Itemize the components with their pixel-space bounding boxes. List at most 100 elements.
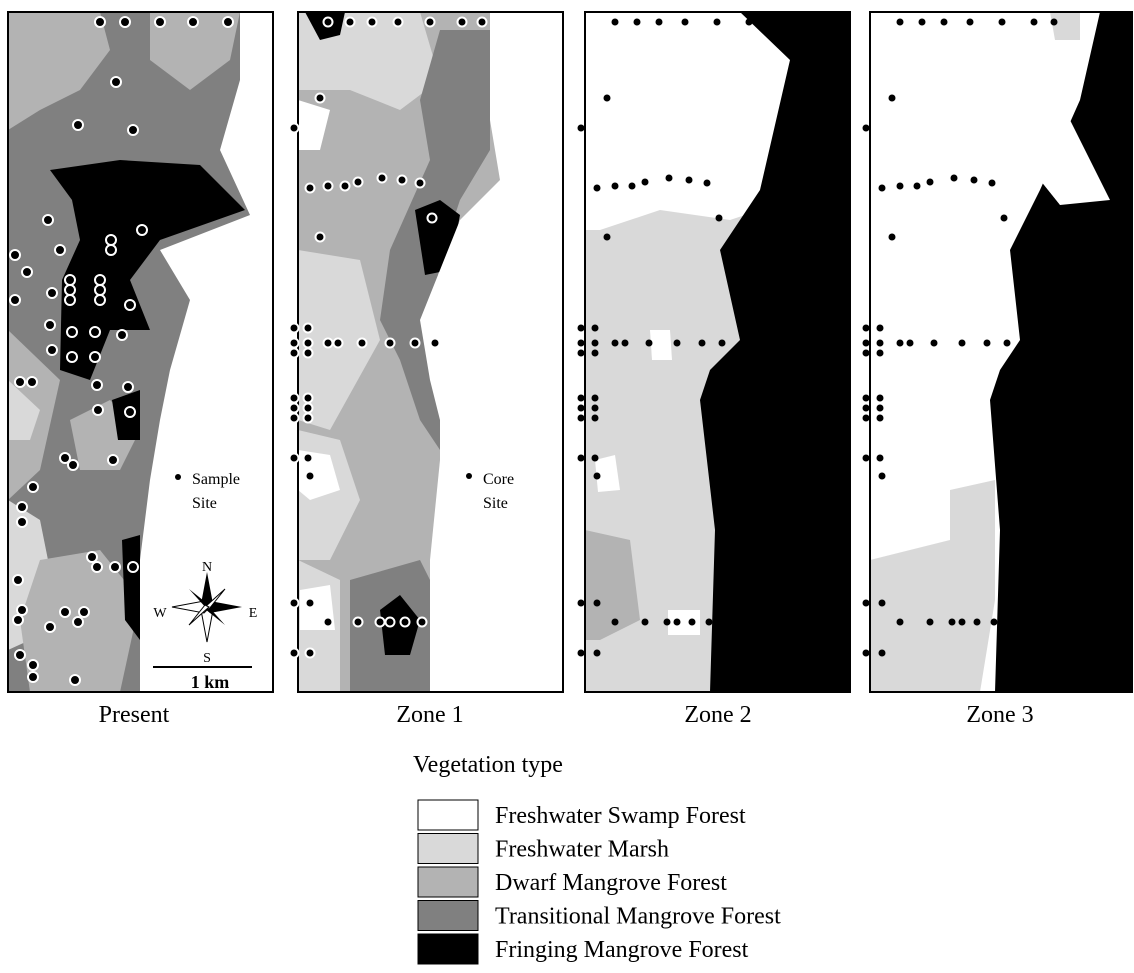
sample-dot bbox=[594, 600, 601, 607]
sample-dot bbox=[879, 473, 886, 480]
sample-dot bbox=[306, 649, 315, 658]
legend-label: Freshwater Swamp Forest bbox=[495, 803, 746, 829]
sample-dot bbox=[991, 619, 998, 626]
sample-dot bbox=[306, 599, 315, 608]
sample-dot bbox=[358, 339, 367, 348]
sample-dot bbox=[324, 18, 333, 27]
sample-dot bbox=[578, 395, 585, 402]
sample-dot bbox=[594, 650, 601, 657]
sample-dot bbox=[95, 295, 105, 305]
sample-dot bbox=[324, 182, 333, 191]
sample-dot bbox=[578, 340, 585, 347]
sample-dot bbox=[931, 340, 938, 347]
legend-swatch bbox=[418, 800, 478, 830]
sample-dot bbox=[290, 394, 299, 403]
sample-dot bbox=[592, 340, 599, 347]
sample-dot bbox=[592, 395, 599, 402]
compass-s: S bbox=[203, 651, 211, 666]
sample-dot bbox=[111, 77, 121, 87]
sample-dot bbox=[578, 325, 585, 332]
sample-dot bbox=[316, 94, 325, 103]
sample-dot bbox=[592, 325, 599, 332]
sample-dot bbox=[664, 619, 671, 626]
sample-dot bbox=[304, 394, 313, 403]
sample-dot bbox=[674, 340, 681, 347]
sample-dot bbox=[418, 618, 427, 627]
sample-dot bbox=[594, 473, 601, 480]
sample-dot bbox=[889, 95, 896, 102]
sample-dot bbox=[612, 183, 619, 190]
sample-dot bbox=[117, 330, 127, 340]
sample-dot bbox=[1001, 215, 1008, 222]
sample-dot bbox=[354, 618, 363, 627]
panel-label: Zone 3 bbox=[966, 702, 1033, 728]
sample-dot bbox=[974, 619, 981, 626]
sample-dot bbox=[634, 19, 641, 26]
sample-dot bbox=[13, 615, 23, 625]
sample-dot bbox=[15, 650, 25, 660]
sample-dot bbox=[879, 185, 886, 192]
sample-dot bbox=[73, 617, 83, 627]
sample-dot bbox=[304, 404, 313, 413]
sample-dot bbox=[304, 339, 313, 348]
sample-dot bbox=[22, 267, 32, 277]
sample-dot bbox=[386, 339, 395, 348]
sample-dot bbox=[334, 339, 343, 348]
panel-label: Present bbox=[99, 702, 170, 728]
sample-dot bbox=[578, 405, 585, 412]
sample-dot bbox=[10, 250, 20, 260]
sample-dot bbox=[612, 340, 619, 347]
sample-dot bbox=[92, 562, 102, 572]
sample-dot bbox=[951, 175, 958, 182]
sample-dot bbox=[984, 340, 991, 347]
sample-dot bbox=[1004, 340, 1011, 347]
sample-dot bbox=[719, 340, 726, 347]
sample-dot bbox=[879, 650, 886, 657]
legend: Freshwater Swamp ForestFreshwater MarshD… bbox=[418, 800, 781, 964]
sample-dot bbox=[67, 352, 77, 362]
map-zone-3 bbox=[870, 12, 1132, 692]
sample-dot bbox=[290, 404, 299, 413]
legend-label: Dwarf Mangrove Forest bbox=[495, 870, 727, 896]
sample-dot bbox=[604, 234, 611, 241]
sample-dot bbox=[959, 619, 966, 626]
sample-dot bbox=[13, 575, 23, 585]
sample-dot bbox=[17, 517, 27, 527]
sample-dot bbox=[989, 180, 996, 187]
sample-dot bbox=[594, 185, 601, 192]
sample-dot bbox=[60, 607, 70, 617]
legend-swatch bbox=[418, 834, 478, 864]
sample-dot bbox=[65, 295, 75, 305]
sample-dot bbox=[863, 325, 870, 332]
sample-dot bbox=[346, 18, 355, 27]
sample-dot bbox=[877, 405, 884, 412]
sample-dot bbox=[642, 619, 649, 626]
site-label: Sample bbox=[192, 471, 240, 488]
sample-dot bbox=[93, 405, 103, 415]
sample-dot bbox=[431, 339, 440, 348]
sample-dot bbox=[95, 17, 105, 27]
sample-dot bbox=[612, 619, 619, 626]
sample-dot bbox=[622, 340, 629, 347]
sample-dot bbox=[863, 650, 870, 657]
sample-dot bbox=[341, 182, 350, 191]
sample-dot bbox=[863, 600, 870, 607]
sample-dot bbox=[578, 650, 585, 657]
sample-dot bbox=[394, 18, 403, 27]
site-marker bbox=[466, 473, 472, 479]
sample-dot bbox=[120, 17, 130, 27]
sample-dot bbox=[306, 184, 315, 193]
sample-dot bbox=[17, 605, 27, 615]
sample-dot bbox=[629, 183, 636, 190]
sample-dot bbox=[290, 454, 299, 463]
sample-dot bbox=[125, 300, 135, 310]
sample-dot bbox=[959, 340, 966, 347]
sample-dot bbox=[106, 235, 116, 245]
sample-dot bbox=[28, 672, 38, 682]
site-label: Site bbox=[192, 495, 217, 512]
sample-dot bbox=[290, 339, 299, 348]
sample-dot bbox=[877, 325, 884, 332]
sample-dot bbox=[65, 285, 75, 295]
sample-dot bbox=[592, 405, 599, 412]
sample-dot bbox=[656, 19, 663, 26]
